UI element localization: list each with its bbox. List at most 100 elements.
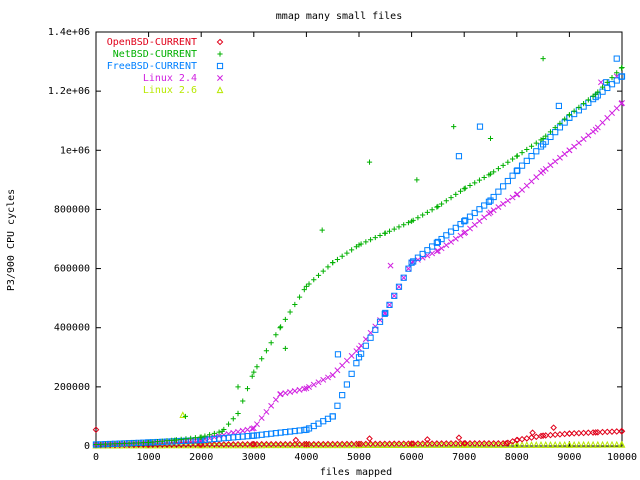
data-point <box>211 430 217 437</box>
data-point <box>471 221 478 228</box>
data-point <box>575 429 583 437</box>
data-point <box>466 213 474 220</box>
outlier-point <box>334 351 342 358</box>
data-point <box>580 136 587 143</box>
data-point <box>330 260 336 266</box>
data-point <box>363 239 369 245</box>
data-point <box>543 133 549 139</box>
data-point <box>608 81 616 88</box>
y-tick-label: 1.2e+06 <box>48 86 90 97</box>
data-point <box>443 198 449 204</box>
data-point <box>215 441 223 448</box>
legend-label: Linux 2.4 <box>143 73 197 84</box>
data-point <box>538 169 544 176</box>
data-point <box>594 428 602 436</box>
data-point <box>481 174 487 181</box>
data-point <box>592 429 600 436</box>
data-point <box>334 367 341 374</box>
legend-marker <box>216 86 224 94</box>
data-point <box>273 332 279 338</box>
data-point <box>565 440 573 448</box>
data-point <box>556 440 564 448</box>
data-layer <box>92 55 626 449</box>
data-point <box>169 437 175 443</box>
data-point <box>344 250 350 256</box>
data-point <box>353 440 360 448</box>
data-point <box>381 310 388 317</box>
data-point <box>377 232 383 239</box>
data-point <box>486 172 492 178</box>
data-point <box>319 440 327 448</box>
data-point <box>585 97 591 103</box>
data-point <box>268 402 275 409</box>
data-point <box>504 177 511 185</box>
data-point <box>519 150 525 156</box>
data-point <box>618 427 625 435</box>
data-point <box>443 232 450 239</box>
data-point <box>296 294 303 300</box>
legend: OpenBSD-CURRENTNetBSD-CURRENTFreeBSD-CUR… <box>107 37 224 96</box>
data-point <box>291 387 298 394</box>
data-point <box>509 172 516 179</box>
data-point <box>580 440 588 448</box>
data-point <box>433 440 441 447</box>
data-point <box>136 440 142 446</box>
data-point <box>434 204 440 210</box>
data-point <box>476 206 483 213</box>
data-point <box>408 259 415 266</box>
data-point <box>386 440 393 448</box>
data-point <box>303 440 310 448</box>
legend-marker <box>217 51 223 57</box>
data-point <box>462 217 469 224</box>
data-point <box>349 247 355 253</box>
data-point <box>551 440 559 448</box>
data-point <box>121 440 128 447</box>
data-point <box>594 440 602 448</box>
data-point <box>452 224 459 231</box>
data-point <box>604 114 611 121</box>
data-point <box>443 440 450 447</box>
data-point <box>117 440 123 447</box>
data-point <box>325 374 331 381</box>
data-point <box>462 185 468 191</box>
data-point <box>467 182 473 189</box>
data-point <box>93 441 99 448</box>
data-point <box>357 440 365 448</box>
data-point <box>561 440 569 448</box>
data-point <box>386 301 393 308</box>
data-point <box>537 441 545 448</box>
x-axis-label: files mapped <box>320 467 392 478</box>
data-point <box>164 438 170 444</box>
data-point <box>287 389 294 395</box>
data-point <box>410 217 416 223</box>
data-point <box>216 429 222 435</box>
data-point <box>329 440 337 448</box>
data-point <box>230 416 236 422</box>
outlier-point <box>92 426 100 434</box>
x-tick-label: 9000 <box>557 452 581 463</box>
data-point <box>457 221 464 228</box>
data-point <box>575 440 583 448</box>
data-point <box>462 229 469 236</box>
data-point <box>557 120 563 126</box>
data-point <box>618 100 625 107</box>
data-point <box>481 202 488 209</box>
data-point <box>277 325 283 331</box>
data-point <box>461 440 469 447</box>
data-point <box>178 436 184 442</box>
data-point <box>419 440 426 447</box>
data-point <box>112 441 118 447</box>
series-netbsd-current <box>93 56 625 448</box>
data-point <box>552 158 559 165</box>
data-point <box>339 253 345 259</box>
data-point <box>571 143 578 150</box>
data-point <box>249 373 255 379</box>
data-point <box>500 200 507 207</box>
data-point <box>613 440 621 448</box>
data-point <box>485 210 492 217</box>
data-point <box>278 324 284 330</box>
data-point <box>192 435 199 441</box>
data-point <box>239 440 247 448</box>
data-point <box>452 235 459 242</box>
